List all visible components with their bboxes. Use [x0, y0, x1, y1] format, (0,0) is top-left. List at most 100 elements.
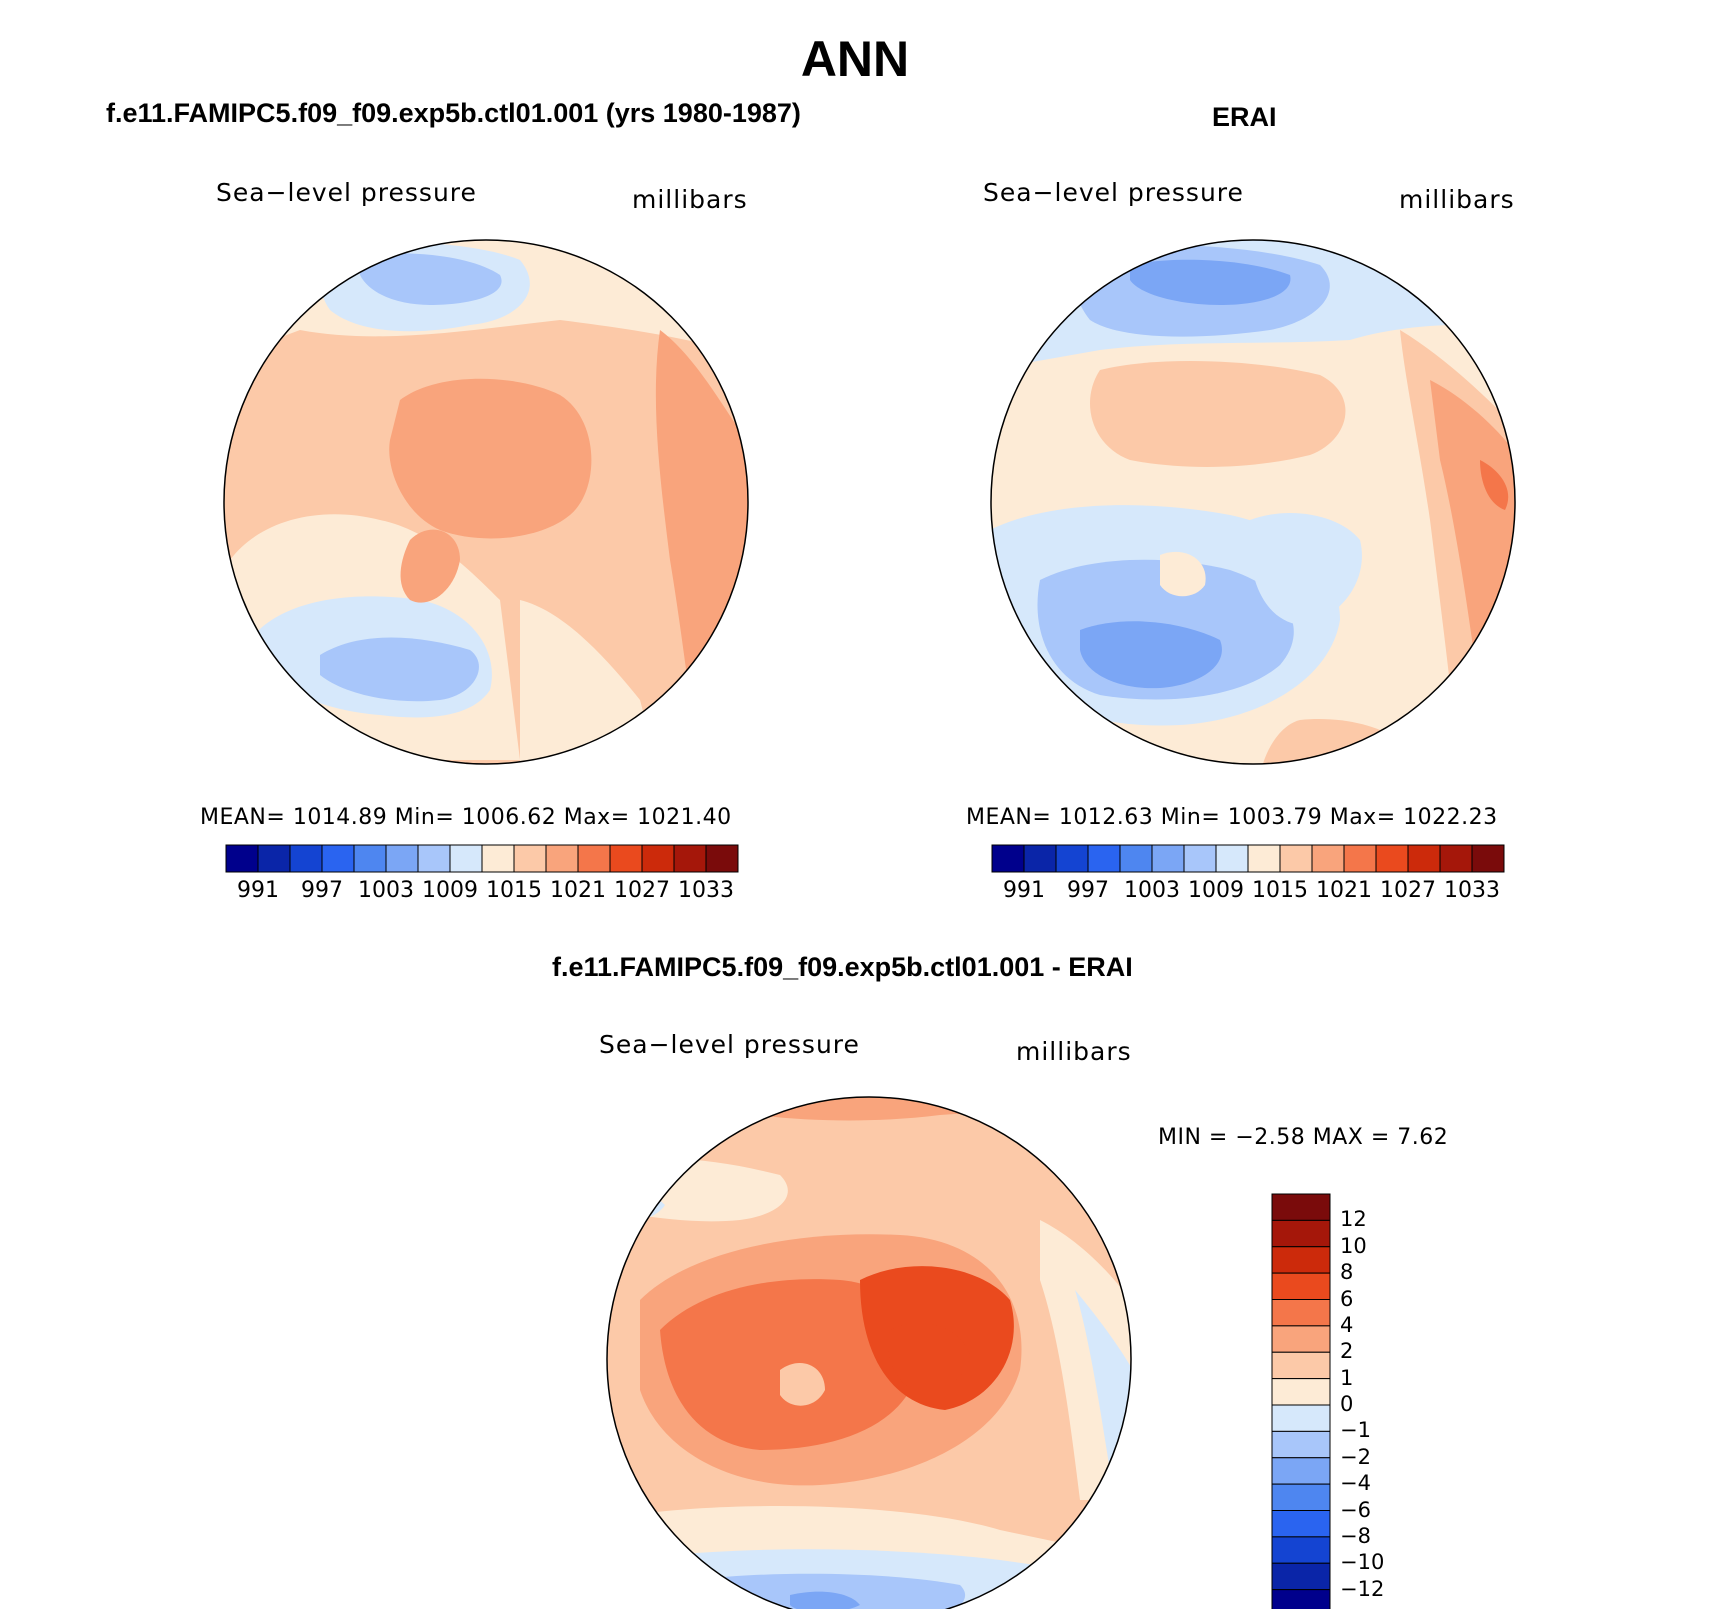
map-difference-boundary	[606, 1096, 1132, 1609]
panel1-units-label: millibars	[632, 185, 748, 214]
colorbar-tick-label: 8	[1340, 1260, 1354, 1285]
colorbar-tick-label: −2	[1340, 1444, 1371, 1469]
colorbar-tick-label: 997	[1067, 878, 1109, 903]
colorbar-swatch	[513, 844, 547, 873]
colorbar-swatch	[289, 844, 323, 873]
colorbar-swatch	[1471, 844, 1505, 873]
panel3-subtitle: f.e11.FAMIPC5.f09_f09.exp5b.ctl01.001 - …	[552, 952, 1133, 982]
colorbar-swatch	[1439, 844, 1473, 873]
colorbar-tick-label: 1	[1340, 1365, 1354, 1390]
colorbar-tick-label: 1015	[486, 878, 542, 903]
colorbar-swatch	[385, 844, 419, 873]
colorbar-swatch	[1119, 844, 1153, 873]
colorbar-swatch	[1023, 844, 1057, 873]
colorbar-swatch	[641, 844, 675, 873]
colorbar-tick-label: −12	[1340, 1576, 1385, 1601]
colorbar-tick-label: −4	[1340, 1471, 1371, 1496]
colorbar-tick-label: 1003	[1124, 878, 1180, 903]
panel2-field-label: Sea−level pressure	[983, 178, 1244, 207]
colorbar-tick-label: 991	[237, 878, 279, 903]
colorbar-swatch	[577, 844, 611, 873]
colorbar-swatch	[1343, 844, 1377, 873]
colorbar-tick-label: 6	[1340, 1286, 1354, 1311]
colorbar-swatch	[321, 844, 355, 873]
colorbar-swatch	[609, 844, 643, 873]
colorbar-swatch	[1247, 844, 1281, 873]
colorbar-tick-label: 1027	[614, 878, 670, 903]
colorbar-swatch	[225, 844, 259, 873]
colorbar-tick-label: 1033	[678, 878, 734, 903]
colorbar-erai	[991, 844, 1505, 873]
colorbar-tick-label: −10	[1340, 1550, 1385, 1575]
colorbar-difference	[1271, 1193, 1331, 1609]
colorbar-tick-label: 997	[301, 878, 343, 903]
panel2-subtitle: ERAI	[1212, 102, 1277, 132]
map-difference	[607, 1097, 1131, 1609]
colorbar-swatch	[1271, 1378, 1331, 1406]
map-model	[224, 240, 748, 764]
panel1-subtitle: f.e11.FAMIPC5.f09_f09.exp5b.ctl01.001 (y…	[106, 98, 801, 128]
map-model-boundary	[223, 239, 749, 765]
colorbar-swatch	[1271, 1246, 1331, 1274]
colorbar-model	[225, 844, 739, 873]
colorbar-tick-label: 0	[1340, 1392, 1354, 1416]
colorbar-tick-label: −8	[1340, 1523, 1371, 1548]
colorbar-swatch	[481, 844, 515, 873]
map-erai	[991, 240, 1515, 764]
colorbar-tick-label: 1033	[1444, 878, 1500, 903]
colorbar-swatch	[1271, 1219, 1331, 1248]
colorbar-swatch	[449, 844, 483, 873]
colorbar-swatch	[1271, 1351, 1331, 1380]
colorbar-tick-label: −1	[1340, 1418, 1371, 1443]
colorbar-swatch	[1271, 1193, 1331, 1221]
panel2-units-label: millibars	[1399, 185, 1515, 214]
colorbar-tick-label: 2	[1340, 1339, 1354, 1364]
colorbar-tick-label: 4	[1340, 1312, 1354, 1337]
colorbar-swatch	[1279, 844, 1313, 873]
colorbar-swatch	[1271, 1589, 1331, 1609]
colorbar-tick-label: 1021	[550, 878, 606, 903]
map-erai-boundary	[990, 239, 1516, 765]
colorbar-swatch	[1311, 844, 1345, 873]
colorbar-swatch	[353, 844, 387, 873]
colorbar-swatch	[1151, 844, 1185, 873]
colorbar-tick-label: 10	[1340, 1233, 1367, 1258]
colorbar-swatch	[545, 844, 579, 873]
colorbar-swatch	[1271, 1430, 1331, 1459]
colorbar-swatch	[1271, 1457, 1331, 1485]
colorbar-swatch	[1271, 1325, 1331, 1353]
colorbar-swatch	[1271, 1536, 1331, 1564]
colorbar-tick-label: 1027	[1380, 878, 1436, 903]
colorbar-swatch	[1271, 1483, 1331, 1511]
figure-title: ANN	[800, 31, 910, 87]
panel1-stats: MEAN= 1014.89 Min= 1006.62 Max= 1021.40	[200, 805, 732, 830]
colorbar-swatch	[705, 844, 739, 873]
colorbar-swatch	[1271, 1562, 1331, 1591]
colorbar-swatch	[991, 844, 1025, 873]
colorbar-tick-label: 991	[1003, 878, 1045, 903]
panel3-field-label: Sea−level pressure	[599, 1030, 860, 1059]
panel3-minmax: MIN = −2.58 MAX = 7.62	[1158, 1125, 1449, 1150]
colorbar-tick-label: 1009	[422, 878, 478, 903]
colorbar-swatch	[1375, 844, 1409, 873]
colorbar-tick-label: 1021	[1316, 878, 1372, 903]
colorbar-swatch	[417, 844, 451, 873]
colorbar-swatch	[1407, 844, 1441, 873]
colorbar-swatch	[1271, 1404, 1331, 1432]
colorbar-swatch	[1087, 844, 1121, 873]
colorbar-swatch	[257, 844, 291, 873]
colorbar-swatch	[1271, 1272, 1331, 1300]
colorbar-swatch	[1271, 1299, 1331, 1327]
colorbar-swatch	[1271, 1510, 1331, 1538]
colorbar-swatch	[1183, 844, 1217, 873]
colorbar-swatch	[673, 844, 707, 873]
colorbar-tick-label: 12	[1340, 1207, 1367, 1232]
panel2-stats: MEAN= 1012.63 Min= 1003.79 Max= 1022.23	[966, 805, 1498, 830]
colorbar-tick-label: 1015	[1252, 878, 1308, 903]
panel3-units-label: millibars	[1016, 1037, 1132, 1066]
panel1-field-label: Sea−level pressure	[216, 178, 477, 207]
colorbar-swatch	[1215, 844, 1249, 873]
colorbar-tick-label: −6	[1340, 1497, 1371, 1522]
colorbar-tick-label: 1003	[358, 878, 414, 903]
